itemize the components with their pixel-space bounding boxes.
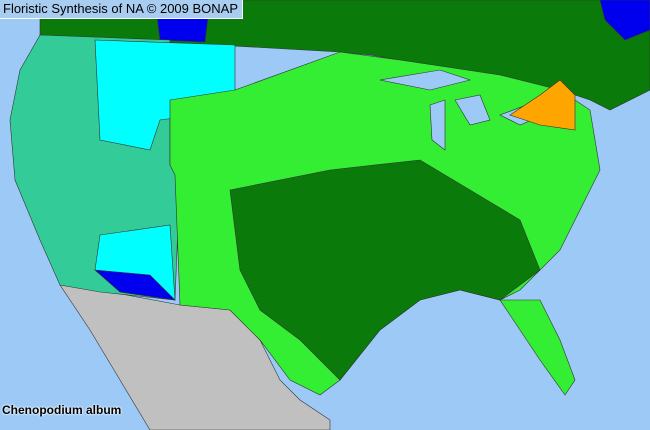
- us-central-dark: [229, 159, 541, 381]
- florida: [499, 299, 576, 396]
- us-southwest-blue: [94, 269, 176, 301]
- us-northwest-cyan: [94, 39, 236, 151]
- great-lakes: [379, 69, 561, 151]
- map-title: Floristic Synthesis of NA © 2009 BONAP: [0, 0, 244, 19]
- species-label: Chenopodium album: [2, 403, 122, 417]
- new-york-orange: [509, 79, 576, 131]
- canada-blue-east: [599, 0, 650, 41]
